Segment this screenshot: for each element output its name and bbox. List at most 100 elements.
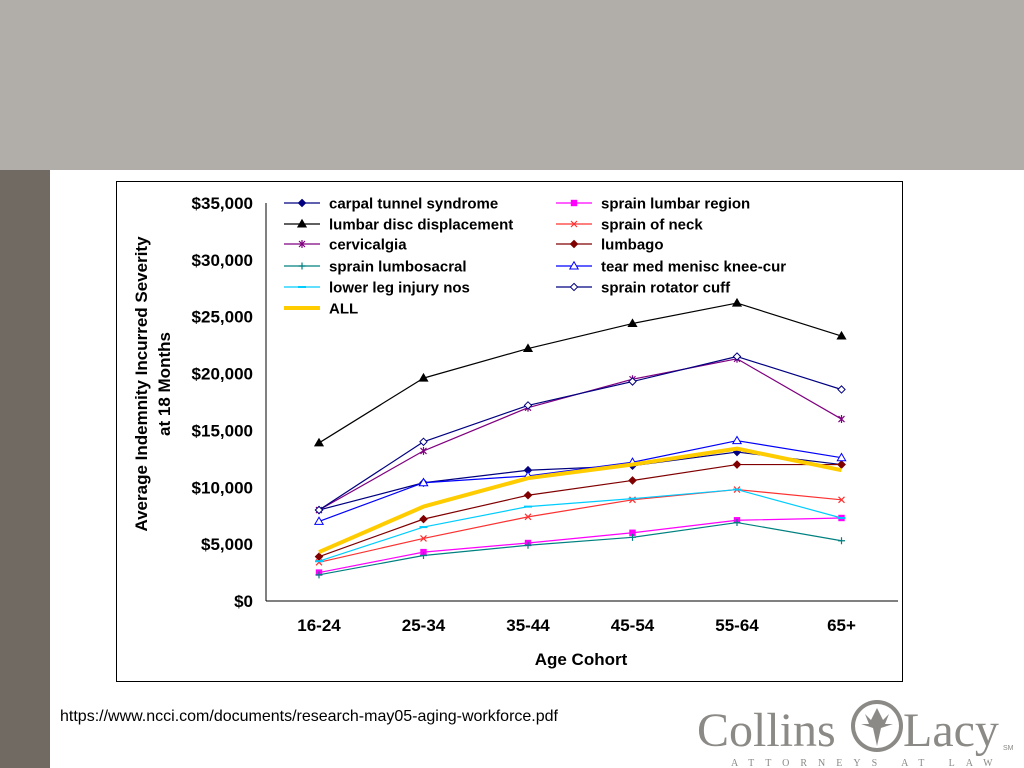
x-tick-label: 16-24 [297, 616, 341, 635]
legend-label: carpal tunnel syndrome [329, 196, 498, 213]
data-point [569, 239, 579, 249]
data-point [731, 435, 743, 445]
data-point [627, 318, 638, 328]
data-point [298, 262, 306, 270]
legend-item-cervicalgia: cervicalgia [284, 237, 407, 254]
logo-service-mark: SM [1003, 745, 1014, 752]
data-point [418, 372, 429, 382]
series-line [318, 517, 842, 574]
palmetto-seal-icon [851, 700, 903, 752]
series-line [318, 446, 842, 554]
data-point [731, 297, 743, 307]
legend-label: lower leg injury nos [329, 280, 470, 297]
legend-item-carpal-tunnel-syndrome: carpal tunnel syndrome [284, 196, 498, 213]
data-point [524, 513, 532, 521]
data-point [523, 401, 533, 410]
data-point [313, 437, 325, 447]
chart-frame [116, 181, 903, 682]
x-tick-label: 35-44 [506, 616, 550, 635]
side-accent-bar [0, 170, 50, 768]
series-line [318, 451, 842, 511]
series-layer [313, 297, 847, 579]
data-point [569, 282, 579, 292]
data-point [570, 199, 578, 207]
legend-item-lumbago: lumbago [556, 237, 664, 254]
data-point [298, 240, 306, 248]
x-tick-labels: 16-24 25-34 35-44 45-54 55-64 65+ [297, 616, 856, 635]
data-point [629, 529, 636, 536]
y-tick-labels: $0 $5,000 $10,000 $15,000 $20,000 $25,000 $30,… [192, 194, 253, 611]
data-point [838, 496, 845, 504]
x-tick-label: 45-54 [611, 616, 655, 635]
y-tick-label: $30,000 [192, 251, 253, 270]
legend-label: ALL [329, 301, 358, 318]
legend-label: lumbago [601, 237, 664, 254]
x-tick-label: 25-34 [402, 616, 446, 635]
data-point [296, 218, 308, 228]
legend-item-sprain-lumbosacral: sprain lumbosacral [284, 259, 467, 276]
y-tick-label: $15,000 [192, 421, 253, 440]
legend-item-lumbar-disc-displacement: lumbar disc displacement [284, 217, 513, 234]
legend-label: sprain lumbosacral [329, 259, 467, 276]
legend-item-all: ALL [284, 301, 358, 318]
legend-label: lumbar disc displacement [329, 217, 513, 234]
y-tick-label: $5,000 [201, 535, 253, 554]
series-lower-leg-injury-nos [315, 488, 846, 563]
data-point [313, 516, 325, 525]
y-tick-label: $0 [234, 592, 253, 611]
title-band [0, 0, 1024, 170]
data-point [733, 519, 741, 527]
data-point [524, 541, 532, 549]
data-point [732, 352, 742, 361]
y-tick-label: $10,000 [192, 478, 253, 497]
data-point [568, 260, 580, 270]
series-lumbago [314, 460, 846, 561]
data-point [523, 490, 533, 500]
chart-axes [265, 203, 898, 602]
series-sprain-lumbosacral [315, 519, 845, 579]
line-chart: $0 $5,000 $10,000 $15,000 $20,000 $25,000 $30,… [132, 194, 898, 669]
data-point [628, 476, 637, 485]
data-point [418, 477, 429, 487]
series-line [318, 488, 842, 563]
x-axis-label: Age Cohort [535, 650, 628, 669]
series-line [318, 521, 842, 576]
logo-tagline: ATTORNEYS AT LAW [731, 758, 1004, 768]
data-point [315, 571, 323, 579]
data-point [837, 385, 846, 394]
data-point [420, 535, 427, 542]
legend-item-lower-leg-injury-nos: lower leg injury nos [284, 280, 470, 297]
series-sprain-of-neck [315, 486, 845, 566]
series-line [318, 463, 842, 558]
data-point [837, 460, 846, 469]
y-tick-label: $20,000 [192, 365, 253, 384]
data-point [297, 198, 307, 208]
series-line [318, 440, 842, 522]
logo-word-right: Lacy [903, 704, 999, 757]
legend-item-sprain-of-neck: sprain of neck [556, 217, 703, 234]
series-carpal-tunnel-syndrome [314, 447, 846, 515]
legend-label: cervicalgia [329, 237, 407, 254]
logo-word-left: Collins [697, 704, 836, 757]
data-point [314, 505, 324, 515]
y-axis-label-line-2: at 18 Months [155, 332, 174, 436]
data-point [628, 377, 637, 386]
data-point [570, 220, 578, 228]
source-url[interactable]: https://www.ncci.com/documents/research-… [60, 708, 558, 725]
legend-label: sprain of neck [601, 217, 703, 234]
data-point [836, 330, 847, 340]
legend-label: sprain lumbar region [601, 196, 750, 213]
legend-item-sprain-lumbar-region: sprain lumbar region [556, 196, 750, 213]
legend-item-sprain-rotator-cuff: sprain rotator cuff [556, 280, 731, 297]
series-line [318, 488, 842, 562]
series-tear-med-menisc-knee-cur [313, 435, 847, 525]
data-point [522, 343, 534, 353]
series-sprain-rotator-cuff [314, 352, 846, 515]
data-point [420, 446, 427, 455]
data-point [419, 514, 428, 524]
data-point [838, 537, 845, 545]
legend-item-tear-med-menisc-knee-cur: tear med menisc knee-cur [556, 259, 786, 276]
data-point [836, 452, 847, 462]
legend-label: tear med menisc knee-cur [601, 259, 786, 276]
x-tick-label: 55-64 [715, 616, 759, 635]
